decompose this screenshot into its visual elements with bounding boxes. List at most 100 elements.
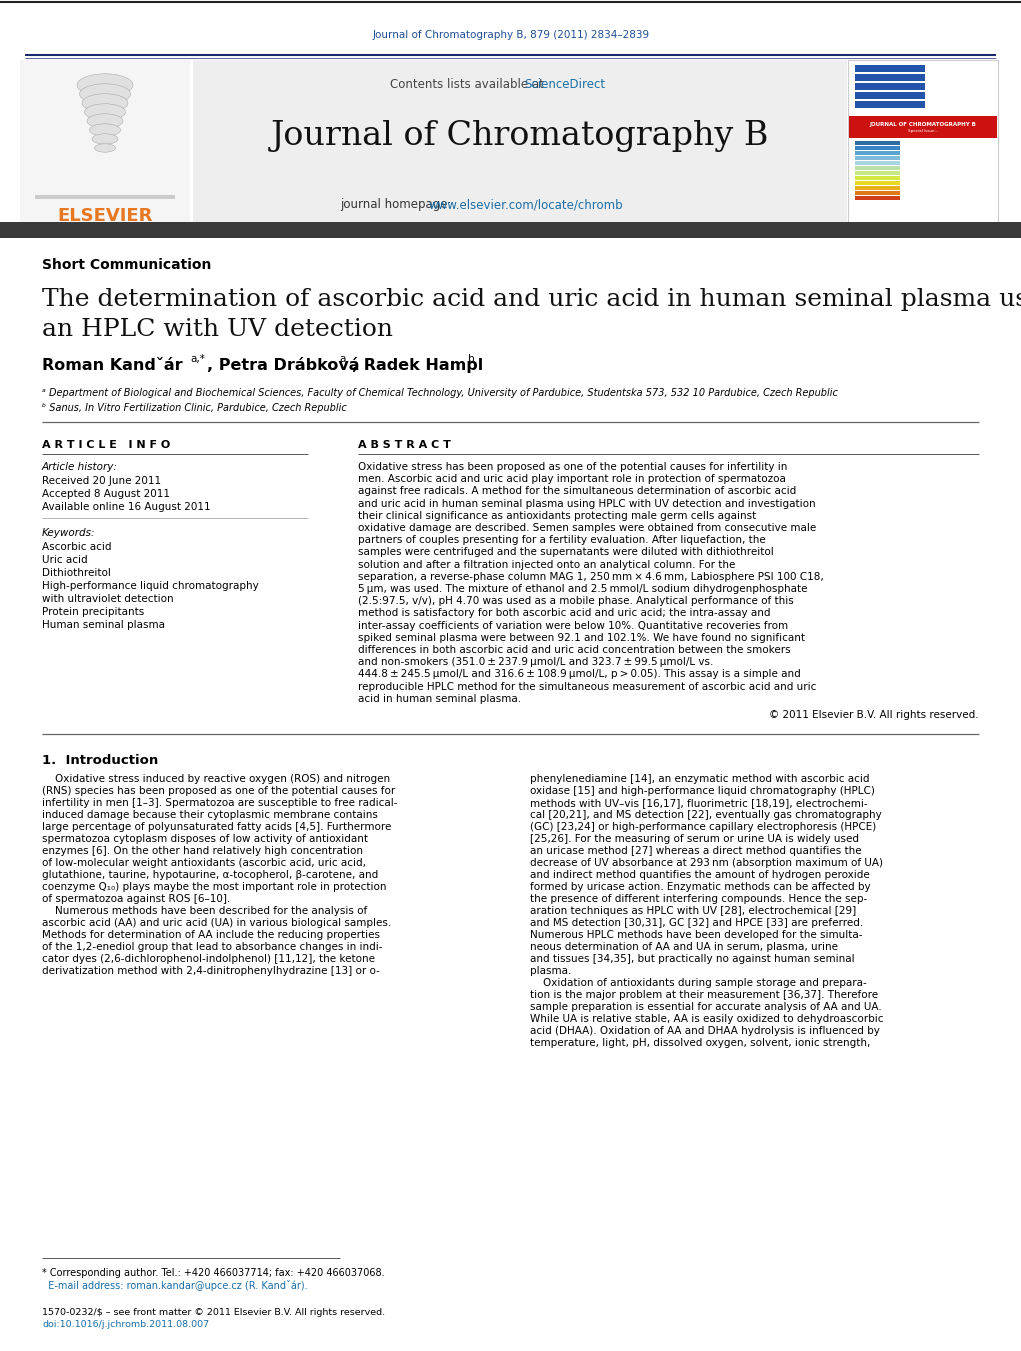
Text: Accepted 8 August 2011: Accepted 8 August 2011 [42, 489, 171, 499]
Text: acid in human seminal plasma.: acid in human seminal plasma. [358, 694, 521, 704]
Text: and MS detection [30,31], GC [32] and HPCE [33] are preferred.: and MS detection [30,31], GC [32] and HP… [530, 917, 863, 928]
Bar [855, 196, 900, 200]
Bar [855, 186, 900, 190]
Text: Ascorbic acid: Ascorbic acid [42, 542, 111, 553]
Bar [855, 146, 900, 150]
Bar [193, 59, 847, 222]
Text: inter-assay coefficients of variation were below 10%. Quantitative recoveries fr: inter-assay coefficients of variation we… [358, 620, 788, 631]
Text: of low-molecular weight antioxidants (ascorbic acid, uric acid,: of low-molecular weight antioxidants (as… [42, 858, 366, 867]
Text: Protein precipitants: Protein precipitants [42, 607, 144, 617]
Bar [855, 141, 900, 145]
Ellipse shape [92, 134, 118, 145]
Text: of the 1,2-enediol group that lead to absorbance changes in indi-: of the 1,2-enediol group that lead to ab… [42, 942, 383, 952]
Bar [855, 65, 925, 72]
Text: High-performance liquid chromatography: High-performance liquid chromatography [42, 581, 258, 590]
Text: decrease of UV absorbance at 293 nm (absorption maximum of UA): decrease of UV absorbance at 293 nm (abs… [530, 858, 883, 867]
Text: and non-smokers (351.0 ± 237.9 μmol/L and 323.7 ± 99.5 μmol/L vs.: and non-smokers (351.0 ± 237.9 μmol/L an… [358, 657, 714, 667]
Text: , Petra Drábková: , Petra Drábková [207, 358, 359, 373]
Text: Human seminal plasma: Human seminal plasma [42, 620, 165, 630]
Text: Contents lists available at: Contents lists available at [390, 78, 547, 91]
Text: A B S T R A C T: A B S T R A C T [358, 440, 451, 450]
Text: infertility in men [1–3]. Spermatozoa are susceptible to free radical-: infertility in men [1–3]. Spermatozoa ar… [42, 798, 397, 808]
Text: 5 μm, was used. The mixture of ethanol and 2.5 mmol/L sodium dihydrogenphosphate: 5 μm, was used. The mixture of ethanol a… [358, 584, 808, 594]
Text: Short Communication: Short Communication [42, 258, 211, 272]
Text: Uric acid: Uric acid [42, 555, 88, 565]
Text: 1.  Introduction: 1. Introduction [42, 754, 158, 767]
Text: Oxidative stress induced by reactive oxygen (ROS) and nitrogen: Oxidative stress induced by reactive oxy… [42, 774, 390, 784]
Text: Received 20 June 2011: Received 20 June 2011 [42, 476, 161, 486]
Text: their clinical significance as antioxidants protecting male germ cells against: their clinical significance as antioxida… [358, 511, 757, 520]
Bar [855, 181, 900, 185]
Text: phenylenediamine [14], an enzymatic method with ascorbic acid: phenylenediamine [14], an enzymatic meth… [530, 774, 870, 784]
Text: temperature, light, pH, dissolved oxygen, solvent, ionic strength,: temperature, light, pH, dissolved oxygen… [530, 1038, 870, 1048]
Text: Oxidation of antioxidants during sample storage and prepara-: Oxidation of antioxidants during sample … [530, 978, 867, 988]
Text: The determination of ascorbic acid and uric acid in human seminal plasma using: The determination of ascorbic acid and u… [42, 288, 1021, 311]
Text: (GC) [23,24] or high-performance capillary electrophoresis (HPCE): (GC) [23,24] or high-performance capilla… [530, 821, 876, 832]
Ellipse shape [82, 93, 128, 112]
Text: , Radek Hampl: , Radek Hampl [352, 358, 483, 373]
Text: enzymes [6]. On the other hand relatively high concentration: enzymes [6]. On the other hand relativel… [42, 846, 363, 857]
Bar [849, 61, 996, 116]
Text: glutathione, taurine, hypotaurine, α-tocopherol, β-carotene, and: glutathione, taurine, hypotaurine, α-toc… [42, 870, 378, 880]
Ellipse shape [77, 74, 133, 96]
Text: men. Ascorbic acid and uric acid play important role in protection of spermatozo: men. Ascorbic acid and uric acid play im… [358, 474, 786, 484]
Ellipse shape [85, 104, 126, 120]
Text: 444.8 ± 245.5 μmol/L and 316.6 ± 108.9 μmol/L, p > 0.05). This assay is a simple: 444.8 ± 245.5 μmol/L and 316.6 ± 108.9 μ… [358, 669, 800, 680]
Text: and uric acid in human seminal plasma using HPLC with UV detection and investiga: and uric acid in human seminal plasma us… [358, 499, 816, 508]
Text: ᵃ Department of Biological and Biochemical Sciences, Faculty of Chemical Technol: ᵃ Department of Biological and Biochemic… [42, 388, 838, 399]
Text: separation, a reverse-phase column MAG 1, 250 mm × 4.6 mm, Labiosphere PSI 100 C: separation, a reverse-phase column MAG 1… [358, 571, 824, 582]
Text: partners of couples presenting for a fertility evaluation. After liquefaction, t: partners of couples presenting for a fer… [358, 535, 766, 546]
Text: Oxidative stress has been proposed as one of the potential causes for infertilit: Oxidative stress has been proposed as on… [358, 462, 787, 471]
Text: an HPLC with UV detection: an HPLC with UV detection [42, 317, 393, 340]
Ellipse shape [80, 84, 131, 104]
Text: www.elsevier.com/locate/chromb: www.elsevier.com/locate/chromb [428, 199, 623, 211]
Text: acid (DHAA). Oxidation of AA and DHAA hydrolysis is influenced by: acid (DHAA). Oxidation of AA and DHAA hy… [530, 1025, 880, 1036]
Text: Special Issue...: Special Issue... [908, 128, 938, 132]
Text: doi:10.1016/j.jchromb.2011.08.007: doi:10.1016/j.jchromb.2011.08.007 [42, 1320, 209, 1329]
Text: the presence of different interfering compounds. Hence the sep-: the presence of different interfering co… [530, 894, 867, 904]
Bar [855, 101, 925, 108]
Text: against free radicals. A method for the simultaneous determination of ascorbic a: against free radicals. A method for the … [358, 486, 796, 496]
Text: and tissues [34,35], but practically no against human seminal: and tissues [34,35], but practically no … [530, 954, 855, 965]
Text: ScienceDirect: ScienceDirect [525, 78, 605, 91]
Text: a: a [339, 354, 345, 363]
Bar [20, 59, 190, 222]
Text: (2.5:97.5, v/v), pH 4.70 was used as a mobile phase. Analytical performance of t: (2.5:97.5, v/v), pH 4.70 was used as a m… [358, 596, 793, 607]
Bar [855, 82, 925, 91]
Text: b: b [468, 354, 475, 363]
Text: oxidative damage are described. Semen samples were obtained from consecutive mal: oxidative damage are described. Semen sa… [358, 523, 816, 534]
Bar [848, 59, 998, 222]
Text: ELSEVIER: ELSEVIER [57, 207, 153, 226]
Bar [855, 155, 900, 159]
Bar [0, 222, 1021, 238]
Text: derivatization method with 2,4-dinitrophenylhydrazine [13] or o-: derivatization method with 2,4-dinitroph… [42, 966, 380, 975]
Text: neous determination of AA and UA in serum, plasma, urine: neous determination of AA and UA in seru… [530, 942, 838, 952]
Text: Journal of Chromatography B, 879 (2011) 2834–2839: Journal of Chromatography B, 879 (2011) … [373, 30, 649, 41]
Text: and indirect method quantifies the amount of hydrogen peroxide: and indirect method quantifies the amoun… [530, 870, 870, 880]
Text: Journal of Chromatography B: Journal of Chromatography B [271, 120, 769, 153]
Text: spermatozoa cytoplasm disposes of low activity of antioxidant: spermatozoa cytoplasm disposes of low ac… [42, 834, 368, 844]
Text: formed by uricase action. Enzymatic methods can be affected by: formed by uricase action. Enzymatic meth… [530, 882, 871, 892]
Text: A R T I C L E   I N F O: A R T I C L E I N F O [42, 440, 171, 450]
Text: spiked seminal plasma were between 92.1 and 102.1%. We have found no significant: spiked seminal plasma were between 92.1 … [358, 632, 805, 643]
Text: ᵇ Sanus, In Vitro Fertilization Clinic, Pardubice, Czech Republic: ᵇ Sanus, In Vitro Fertilization Clinic, … [42, 403, 347, 413]
Text: coenzyme Q₁₀) plays maybe the most important role in protection: coenzyme Q₁₀) plays maybe the most impor… [42, 882, 387, 892]
Text: tion is the major problem at their measurement [36,37]. Therefore: tion is the major problem at their measu… [530, 990, 878, 1000]
Text: Roman Kandˇár: Roman Kandˇár [42, 358, 183, 373]
Bar [855, 92, 925, 99]
Text: an uricase method [27] whereas a direct method quantifies the: an uricase method [27] whereas a direct … [530, 846, 862, 857]
Ellipse shape [87, 113, 123, 128]
Text: oxidase [15] and high-performance liquid chromatography (HPLC): oxidase [15] and high-performance liquid… [530, 786, 875, 796]
Text: a,*: a,* [190, 354, 205, 363]
Text: methods with UV–vis [16,17], fluorimetric [18,19], electrochemi-: methods with UV–vis [16,17], fluorimetri… [530, 798, 868, 808]
Text: E-mail address: roman.kandar@upce.cz (R. Kandˇár).: E-mail address: roman.kandar@upce.cz (R.… [42, 1279, 307, 1292]
Text: * Corresponding author. Tel.: +420 466037714; fax: +420 466037068.: * Corresponding author. Tel.: +420 46603… [42, 1269, 385, 1278]
Text: JOURNAL OF CHROMATOGRAPHY B: JOURNAL OF CHROMATOGRAPHY B [870, 122, 976, 127]
Text: of spermatozoa against ROS [6–10].: of spermatozoa against ROS [6–10]. [42, 894, 231, 904]
Text: reproducible HPLC method for the simultaneous measurement of ascorbic acid and u: reproducible HPLC method for the simulta… [358, 682, 817, 692]
Text: cator dyes (2,6-dichlorophenol-indolphenol) [11,12], the ketone: cator dyes (2,6-dichlorophenol-indolphen… [42, 954, 375, 965]
Bar [855, 176, 900, 180]
Text: Article history:: Article history: [42, 462, 117, 471]
Ellipse shape [95, 143, 115, 153]
Text: induced damage because their cytoplasmic membrane contains: induced damage because their cytoplasmic… [42, 811, 378, 820]
